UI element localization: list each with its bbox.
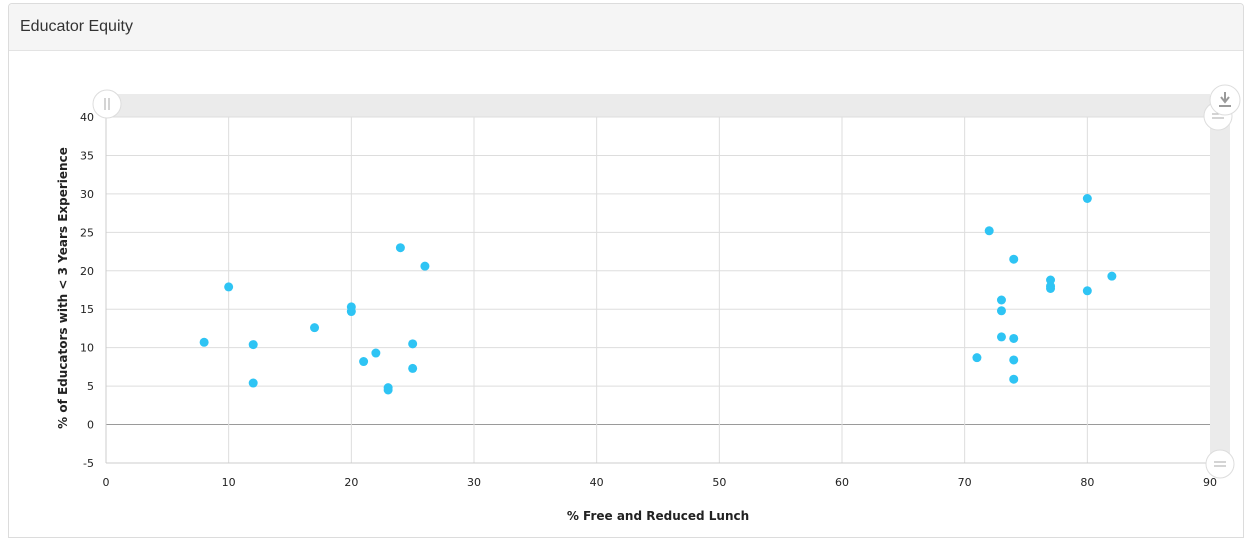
data-point[interactable] (408, 363, 418, 373)
panel-header: Educator Equity (9, 4, 1243, 51)
y-tick-label: 40 (80, 111, 94, 124)
x-tick-label: 70 (958, 476, 972, 489)
data-point[interactable] (383, 385, 393, 395)
data-point[interactable] (1009, 333, 1019, 343)
data-point[interactable] (996, 306, 1006, 316)
download-icon (1219, 92, 1231, 107)
data-point[interactable] (1046, 283, 1056, 293)
y-axis-title: % of Educators with < 3 Years Experience (56, 147, 70, 429)
y-tick-label: 5 (87, 380, 94, 393)
data-point[interactable] (420, 261, 430, 271)
x-tick-label: 0 (103, 476, 110, 489)
grid-lines (106, 116, 1210, 464)
y-tick-label: 30 (80, 188, 94, 201)
y-tick-label: 15 (80, 303, 94, 316)
y-tick-label: 20 (80, 265, 94, 278)
data-point[interactable] (1082, 194, 1092, 204)
data-point[interactable] (310, 323, 320, 333)
data-point[interactable] (199, 337, 209, 347)
y-tick-label: 10 (80, 342, 94, 355)
x-tick-label: 50 (712, 476, 726, 489)
data-point[interactable] (1082, 286, 1092, 296)
x-tick-label: 20 (344, 476, 358, 489)
data-point[interactable] (996, 332, 1006, 342)
x-tick-label: 30 (467, 476, 481, 489)
top-navigator-bar[interactable] (106, 94, 1210, 117)
data-point[interactable] (248, 378, 258, 388)
y-tick-label: 25 (80, 226, 94, 239)
data-point[interactable] (1107, 271, 1117, 281)
data-point[interactable] (224, 282, 234, 292)
data-point[interactable] (972, 353, 982, 363)
x-axis-title: % Free and Reduced Lunch (567, 509, 749, 523)
left-handle[interactable] (92, 89, 122, 119)
data-point[interactable] (1009, 355, 1019, 365)
y-tick-label: -5 (83, 457, 94, 470)
data-point[interactable] (984, 226, 994, 236)
data-point[interactable] (1046, 275, 1056, 285)
data-point[interactable] (371, 348, 381, 358)
y-tick-label: 35 (80, 149, 94, 162)
data-point[interactable] (408, 339, 418, 349)
bottom-handle[interactable] (1205, 449, 1235, 479)
x-tick-label: 80 (1080, 476, 1094, 489)
x-tick-label: 10 (222, 476, 236, 489)
data-point[interactable] (1009, 254, 1019, 264)
x-tick-label: 40 (590, 476, 604, 489)
y-tick-label: 0 (87, 419, 94, 432)
panel-title: Educator Equity (20, 18, 133, 35)
data-points (199, 194, 1117, 395)
data-point[interactable] (395, 243, 405, 253)
download-button[interactable] (1209, 84, 1241, 116)
data-point[interactable] (1009, 374, 1019, 384)
x-tick-label: 90 (1203, 476, 1217, 489)
axes: -5 0 5 10 15 20 25 30 35 40 0 10 20 30 40 50 60 70 80 90 (80, 111, 1217, 489)
data-point[interactable] (248, 340, 258, 350)
data-point[interactable] (359, 357, 369, 367)
right-navigator-bar[interactable] (1210, 100, 1230, 465)
data-point[interactable] (346, 307, 356, 317)
data-point[interactable] (996, 295, 1006, 305)
x-tick-label: 60 (835, 476, 849, 489)
